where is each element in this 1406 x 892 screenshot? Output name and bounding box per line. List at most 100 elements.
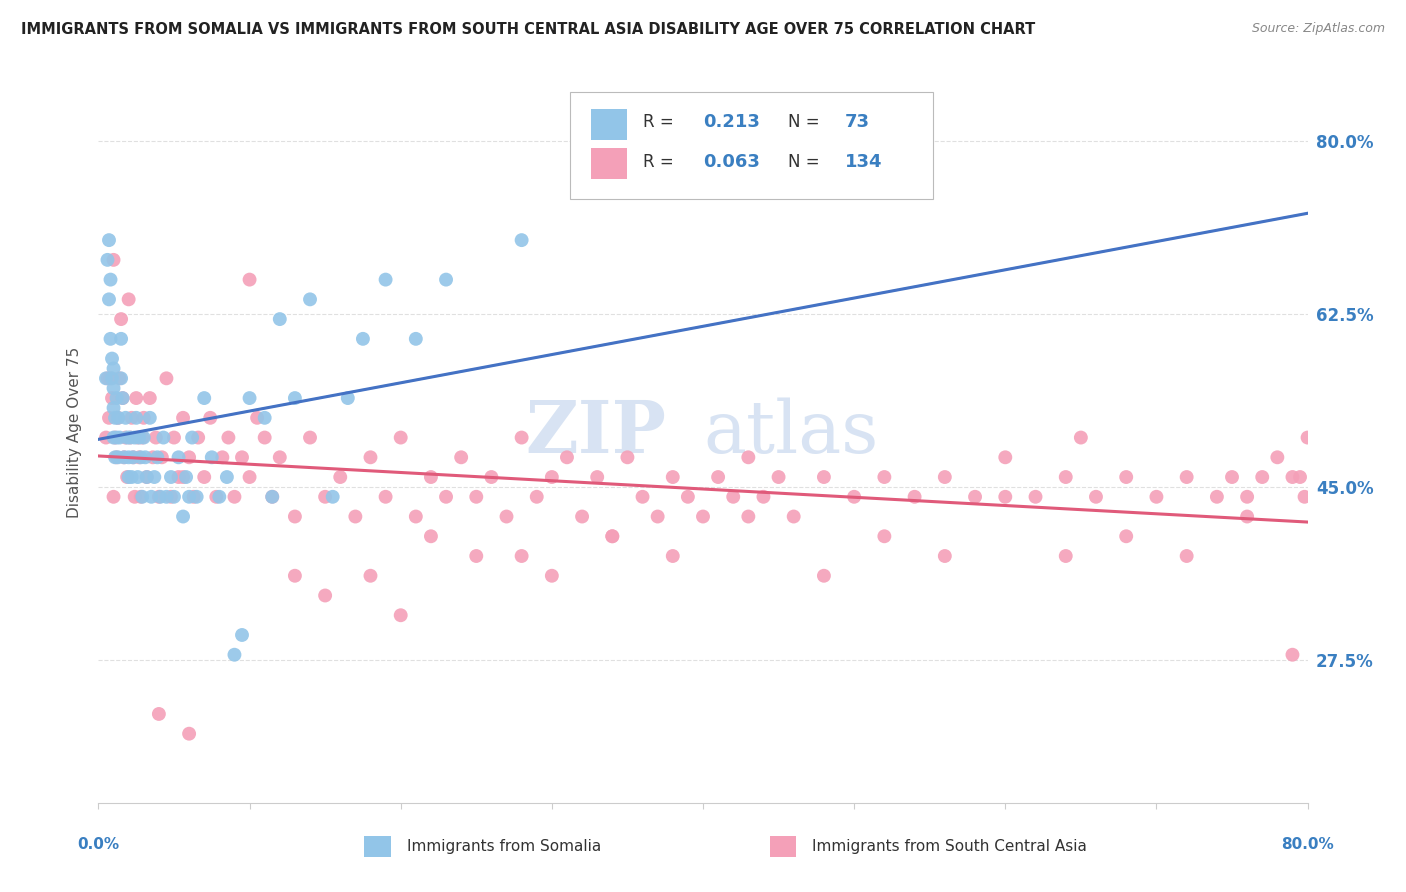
Point: [752, 490, 775, 504]
Point: [783, 509, 806, 524]
Point: [98, 410, 121, 425]
Point: [120, 431, 142, 445]
Point: [215, 470, 238, 484]
Point: [1115, 470, 1137, 484]
Point: [434, 490, 457, 504]
Point: [344, 509, 367, 524]
Text: Immigrants from Somalia: Immigrants from Somalia: [406, 839, 600, 854]
Point: [1289, 470, 1312, 484]
Point: [322, 490, 344, 504]
Point: [405, 509, 427, 524]
Point: [1281, 470, 1303, 484]
Point: [994, 490, 1017, 504]
Point: [231, 450, 253, 465]
Text: 134: 134: [845, 153, 882, 170]
Point: [200, 410, 222, 425]
Point: [211, 450, 233, 465]
Point: [141, 490, 163, 504]
Point: [647, 509, 669, 524]
Point: [183, 490, 205, 504]
Point: [107, 450, 129, 465]
Point: [118, 450, 141, 465]
Point: [110, 332, 132, 346]
Point: [135, 470, 157, 484]
Text: atlas: atlas: [703, 397, 879, 468]
Point: [844, 490, 866, 504]
Point: [314, 490, 336, 504]
Point: [115, 431, 138, 445]
Point: [465, 490, 488, 504]
Text: R =: R =: [643, 153, 673, 170]
Point: [526, 490, 548, 504]
Point: [104, 431, 127, 445]
Point: [434, 272, 457, 286]
Point: [239, 272, 262, 286]
Point: [1085, 490, 1108, 504]
Point: [934, 549, 956, 563]
Point: [110, 312, 132, 326]
Point: [105, 450, 128, 465]
Point: [1070, 431, 1092, 445]
Point: [121, 410, 143, 425]
Point: [1296, 431, 1319, 445]
Point: [284, 568, 307, 582]
Point: [571, 509, 593, 524]
Point: [813, 470, 835, 484]
Point: [148, 490, 170, 504]
Point: [1267, 450, 1289, 465]
Point: [934, 470, 956, 484]
Point: [139, 391, 162, 405]
Point: [1251, 470, 1274, 484]
Point: [262, 490, 284, 504]
Point: [152, 431, 174, 445]
Point: [253, 410, 276, 425]
FancyBboxPatch shape: [591, 109, 627, 140]
Point: [360, 450, 382, 465]
Point: [661, 470, 683, 484]
Point: [262, 490, 284, 504]
Point: [104, 410, 127, 425]
Point: [101, 371, 124, 385]
Point: [737, 509, 759, 524]
Point: [127, 470, 149, 484]
Y-axis label: Disability Age Over 75: Disability Age Over 75: [67, 347, 83, 518]
Text: N =: N =: [787, 153, 820, 170]
Point: [163, 431, 186, 445]
Point: [129, 450, 152, 465]
Point: [103, 381, 125, 395]
Point: [510, 431, 533, 445]
Point: [103, 490, 125, 504]
Point: [94, 371, 117, 385]
Point: [586, 470, 609, 484]
Point: [904, 490, 927, 504]
Point: [389, 608, 412, 623]
Point: [314, 589, 336, 603]
Point: [112, 450, 135, 465]
Point: [540, 568, 562, 582]
Point: [131, 490, 153, 504]
Point: [107, 410, 129, 425]
Point: [101, 351, 124, 366]
Point: [125, 391, 148, 405]
Point: [420, 470, 443, 484]
Text: 0.063: 0.063: [703, 153, 759, 170]
Point: [360, 568, 382, 582]
Point: [284, 509, 307, 524]
Text: Source: ZipAtlas.com: Source: ZipAtlas.com: [1251, 22, 1385, 36]
Point: [187, 431, 209, 445]
Text: N =: N =: [787, 113, 820, 131]
Point: [114, 410, 136, 425]
Point: [465, 549, 488, 563]
Point: [284, 391, 307, 405]
Point: [150, 450, 173, 465]
Point: [132, 431, 155, 445]
Point: [118, 470, 141, 484]
Point: [167, 450, 190, 465]
Point: [155, 490, 177, 504]
Point: [555, 450, 578, 465]
Point: [108, 371, 131, 385]
Point: [155, 371, 177, 385]
FancyBboxPatch shape: [364, 836, 391, 857]
Point: [336, 391, 359, 405]
Point: [96, 371, 118, 385]
